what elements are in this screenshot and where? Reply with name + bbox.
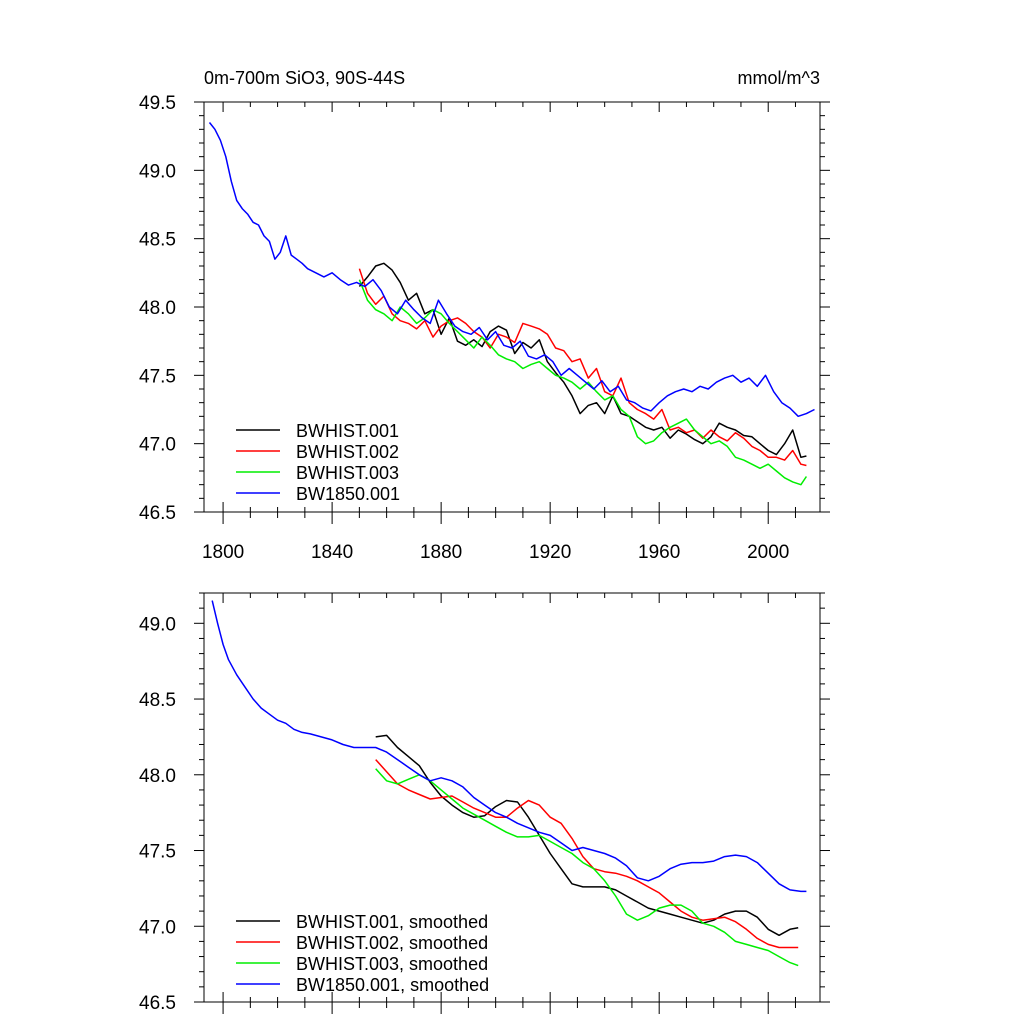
y-tick-label: 47.0	[139, 435, 176, 456]
series-line	[375, 734, 799, 937]
y-tick-label: 48.5	[139, 230, 176, 251]
series-line	[211, 600, 807, 893]
top-panel: 0m-700m SiO3, 90S-44S mmol/m^3 1800 1840 1…	[139, 68, 830, 563]
legend-label: BWHIST.002	[296, 442, 399, 462]
chart-title-right: mmol/m^3	[738, 68, 820, 88]
y-tick-label: 48.0	[139, 298, 176, 319]
series-group	[208, 122, 815, 486]
series-line	[375, 759, 799, 949]
chart-title-left: 0m-700m SiO3, 90S-44S	[204, 68, 405, 88]
legend-label: BWHIST.002, smoothed	[296, 933, 488, 953]
series-line	[358, 262, 807, 459]
legend-label: BW1850.001	[296, 484, 400, 504]
y-tick-label: 49.0	[139, 161, 176, 182]
x-tick-label: 1880	[420, 542, 462, 563]
x-tick-label: 1840	[311, 542, 353, 563]
y-tick-label: 49.5	[139, 93, 176, 114]
x-tick-label: 2000	[747, 542, 789, 563]
axis-ticks: 46.5 47.0 47.5 48.0 48.5 49.0	[139, 592, 830, 1014]
legend-label: BWHIST.001, smoothed	[296, 912, 488, 932]
series-line	[375, 768, 799, 967]
y-tick-label: 47.5	[139, 366, 176, 387]
series-line	[358, 268, 807, 467]
y-tick-label: 48.5	[139, 690, 176, 711]
y-tick-label: 46.5	[139, 503, 176, 524]
legend-label: BWHIST.003, smoothed	[296, 954, 488, 974]
axis-ticks: 1800 1840 1880 1920 1960 2000 46.5 47.0 47.5 48.0…	[139, 93, 830, 563]
y-tick-label: 48.0	[139, 766, 176, 787]
legend-label: BW1850.001, smoothed	[296, 975, 489, 995]
y-tick-label: 47.5	[139, 842, 176, 863]
legend-label: BWHIST.001	[296, 421, 399, 441]
series-line	[208, 122, 815, 418]
x-tick-label: 1960	[638, 542, 680, 563]
legend-label: BWHIST.003	[296, 463, 399, 483]
y-tick-label: 46.5	[139, 993, 176, 1014]
series-group	[211, 600, 807, 967]
bottom-panel: 46.5 47.0 47.5 48.0 48.5 49.0 BWHIST.001, smo…	[139, 592, 830, 1014]
y-tick-label: 47.0	[139, 917, 176, 938]
x-tick-label: 1800	[202, 542, 244, 563]
plot-area-frame	[203, 592, 821, 1003]
y-tick-label: 49.0	[139, 614, 176, 635]
x-tick-label: 1920	[529, 542, 571, 563]
series-line	[358, 279, 808, 486]
